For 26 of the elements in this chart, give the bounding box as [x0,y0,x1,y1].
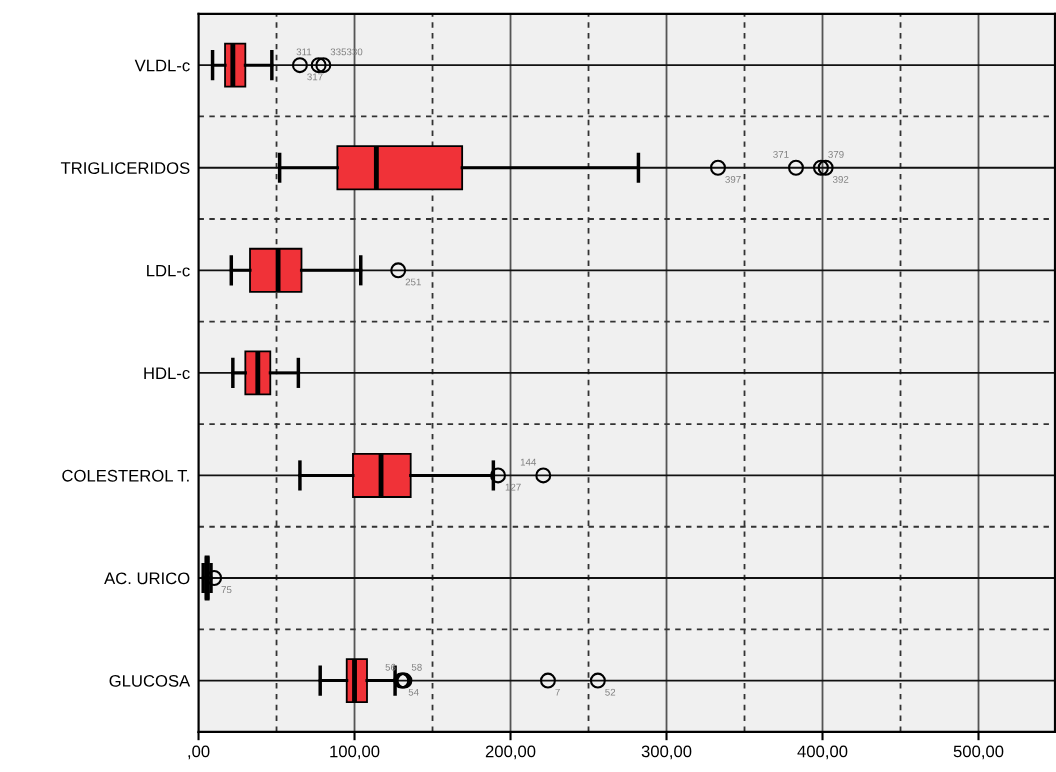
annotation: 392 [832,175,849,183]
y-tick-label: GLUCOSA [109,674,191,687]
y-tick-label: AC. URICO [104,572,190,585]
x-tick-label: 500,00 [953,745,1004,760]
annotation: 371 [773,150,789,158]
x-tick-label: 300,00 [641,745,692,760]
annotation: 379 [828,150,844,158]
annotation: 54 [408,688,419,696]
x-tick-label: 400,00 [797,745,848,760]
annotation: 75 [221,586,232,594]
y-tick-label: HDL-c [144,367,190,380]
y-tick-label: VLDL-c [134,59,190,72]
y-tick-label: COLESTEROL T. [62,469,189,482]
x-tick-label: 200,00 [485,745,536,760]
annotation: 251 [405,278,421,286]
x-tick-label: 100,00 [330,745,380,760]
annotation: 144 [520,458,537,466]
annotation: 317 [307,73,323,81]
annotation: 7 [555,688,560,696]
y-tick-label: LDL-c [147,264,190,277]
annotation: 52 [605,688,616,696]
y-tick-label: TRIGLICERIDOS [60,162,190,174]
x-tick-label: ,00 [188,745,210,760]
annotation: 58 [411,663,422,671]
annotation: 311 [296,48,312,56]
annotation: 397 [725,175,741,183]
